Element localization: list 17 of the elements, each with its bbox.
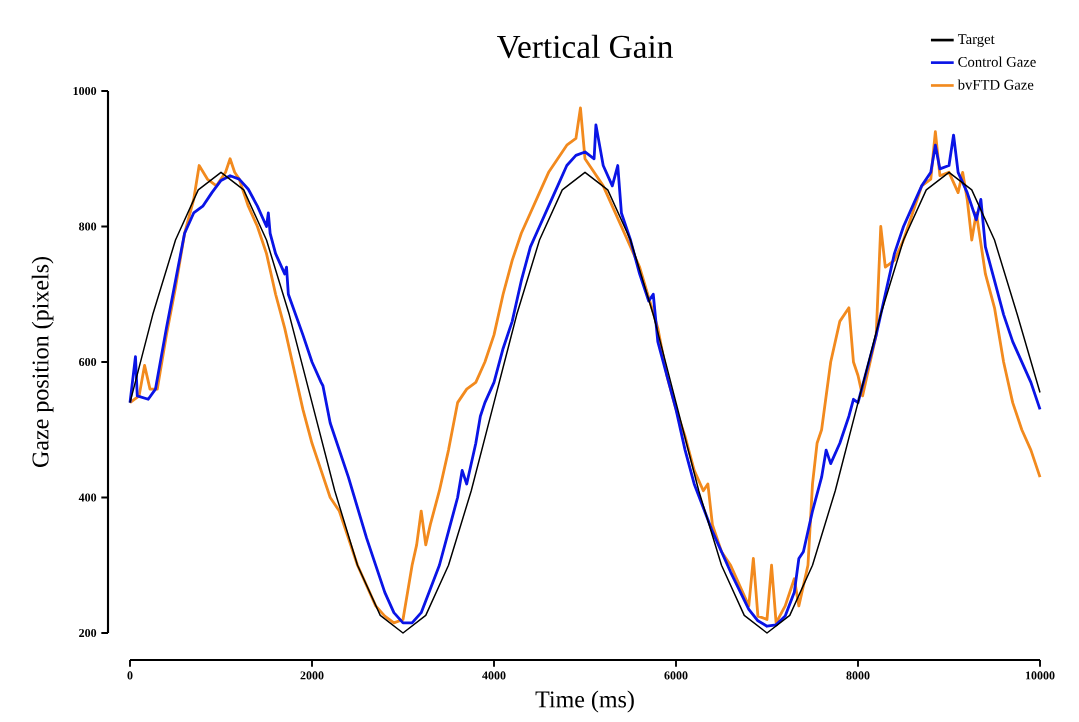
y-tick-label: 600 <box>79 357 97 367</box>
x-tick-label: 6000 <box>664 671 688 680</box>
y-tick-label: 800 <box>79 222 97 231</box>
x-tick-label: 8000 <box>846 671 870 680</box>
chart-title: Vertical Gain <box>496 34 673 59</box>
x-tick-label: 10000 <box>1025 671 1055 680</box>
x-tick-label: 0 <box>127 671 133 680</box>
x-tick-label: 4000 <box>482 671 506 680</box>
y-tick-label: 200 <box>79 628 97 638</box>
y-axis-title: Gaze position (pixels) <box>31 257 54 467</box>
legend-label: bvFTD Gaze <box>957 79 1034 90</box>
x-tick-label: 2000 <box>300 671 324 680</box>
legend-label: Target <box>957 34 995 48</box>
y-tick-label: 400 <box>78 493 97 502</box>
legend-label: Control Gaze <box>958 56 1036 67</box>
y-tick-label: 1000 <box>73 86 97 96</box>
x-axis-title: Time (ms) <box>535 690 634 713</box>
